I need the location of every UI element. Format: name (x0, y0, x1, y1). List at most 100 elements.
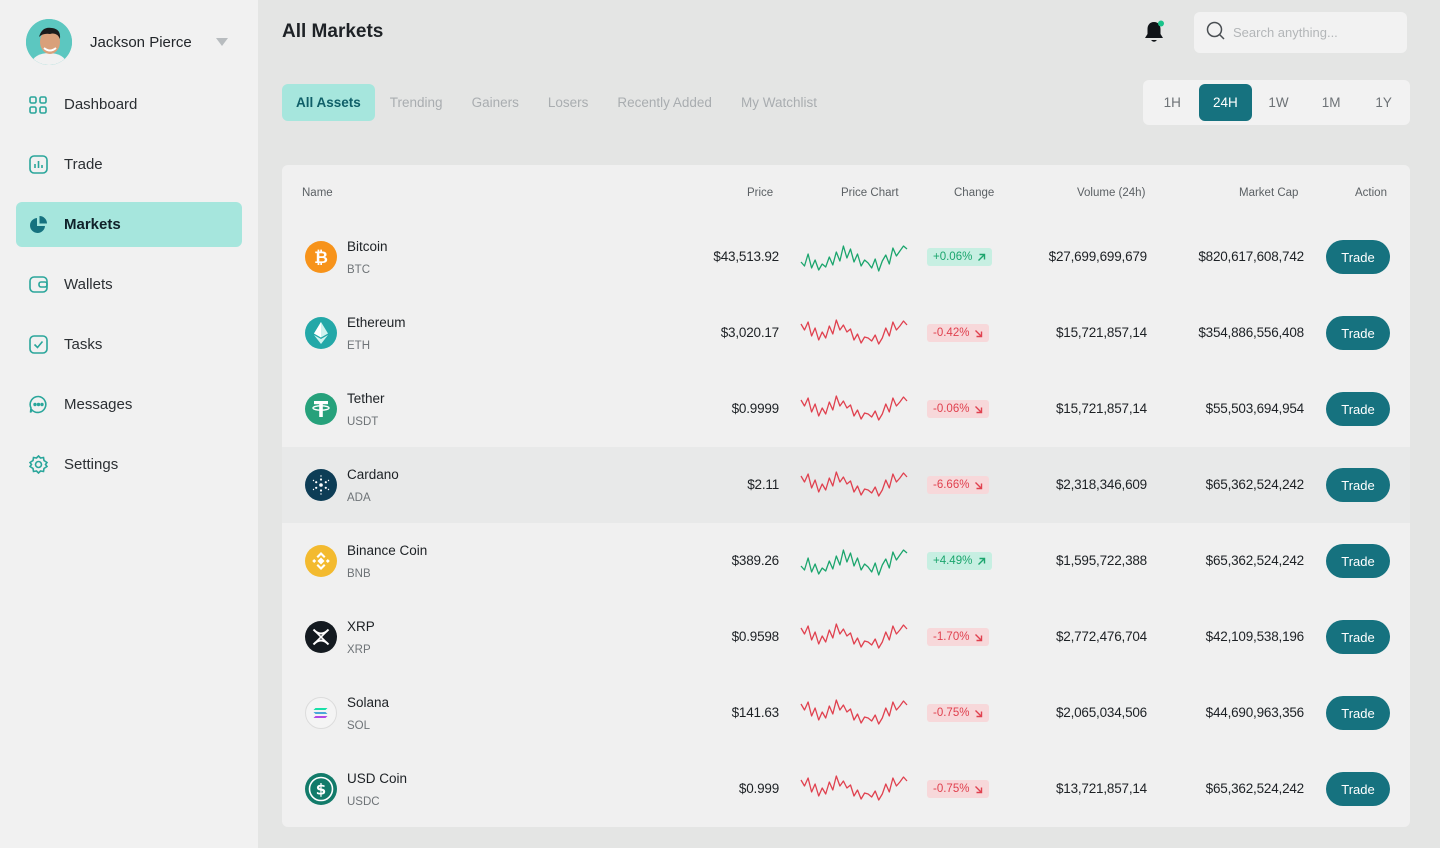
bell-icon[interactable] (1142, 19, 1166, 45)
trade-button[interactable]: Trade (1326, 544, 1390, 578)
coin-name: Binance Coin (347, 543, 428, 558)
sparkline-chart (800, 471, 908, 497)
sidebar-item-wallets[interactable]: Wallets (16, 262, 242, 307)
sparkline-chart (800, 319, 908, 345)
sidebar-item-messages[interactable]: Messages (16, 382, 242, 427)
tether-icon (305, 393, 337, 425)
coin-volume: $13,721,857,14 (1055, 781, 1147, 796)
arrow-down-right-icon (975, 633, 983, 641)
change-value: +0.06% (933, 251, 973, 263)
coin-volume: $2,772,476,704 (1055, 629, 1147, 644)
tab-trending[interactable]: Trending (389, 95, 443, 110)
table-row[interactable]: $ USD Coin USDC $0.999 -0.75% $13,721,85… (282, 751, 1410, 827)
sparkline-chart (800, 245, 908, 272)
coin-symbol: ETH (347, 340, 370, 352)
coin-price: $3,020.17 (720, 325, 779, 340)
coin-market-cap: $65,362,524,242 (1205, 553, 1305, 568)
chat-icon (28, 395, 48, 415)
table-row[interactable]: XRP XRP $0.9598 -1.70% $2,772,476,704 $4… (282, 599, 1410, 675)
coin-price: $2.11 (747, 477, 779, 492)
timeframe-selector: 1H 24H 1W 1M 1Y (1143, 80, 1410, 125)
change-badge: +0.06% (927, 248, 993, 266)
change-badge: +4.49% (927, 552, 993, 570)
search-bar[interactable] (1194, 12, 1407, 53)
column-header-change[interactable]: Change (954, 187, 995, 199)
tab-gainers[interactable]: Gainers (471, 95, 519, 110)
coin-market-cap: $820,617,608,742 (1198, 249, 1304, 264)
trade-button[interactable]: Trade (1326, 392, 1390, 426)
user-profile[interactable]: Jackson Pierce (26, 19, 232, 65)
coin-market-cap: $55,503,694,954 (1205, 401, 1305, 416)
sparkline-line (800, 319, 908, 345)
trade-button[interactable]: Trade (1326, 772, 1390, 806)
table-row[interactable]: ₿ Bitcoin BTC $43,513.92 +0.06% $27,699,… (282, 219, 1410, 295)
column-header-price[interactable]: Price (747, 187, 774, 199)
coin-symbol: ADA (347, 492, 371, 504)
user-name: Jackson Pierce (90, 33, 192, 51)
table-row[interactable]: Solana SOL $141.63 -0.75% $2,065,034,506… (282, 675, 1410, 751)
table-header: Name Price Price Chart Change Volume (24… (282, 165, 1410, 219)
table-row[interactable]: Cardano ADA $2.11 -6.66% $2,318,346,609 … (282, 447, 1410, 523)
column-header-name[interactable]: Name (302, 187, 333, 199)
sparkline-line (800, 775, 908, 801)
tab-recently-added[interactable]: Recently Added (617, 95, 712, 110)
coin-symbol: USDT (347, 416, 379, 428)
change-value: -0.42% (933, 327, 970, 339)
sidebar-item-settings[interactable]: Settings (16, 442, 242, 487)
cardano-icon (305, 469, 337, 501)
sidebar-item-label: Wallets (64, 276, 113, 293)
trade-button[interactable]: Trade (1326, 316, 1390, 350)
sidebar-item-markets[interactable]: Markets (16, 202, 242, 247)
sidebar-item-dashboard[interactable]: Dashboard (16, 82, 242, 127)
coin-symbol: SOL (347, 720, 371, 732)
coin-price: $0.9999 (731, 401, 780, 416)
column-header-market-cap[interactable]: Market Cap (1239, 187, 1299, 199)
coin-market-cap: $42,109,538,196 (1205, 629, 1305, 644)
coin-volume: $2,065,034,506 (1055, 705, 1147, 720)
ethereum-icon (305, 317, 337, 349)
timeframe-24h[interactable]: 24H (1198, 84, 1253, 121)
tab-losers[interactable]: Losers (547, 95, 589, 110)
timeframe-1h[interactable]: 1H (1163, 95, 1181, 110)
tab-all-assets[interactable]: All Assets (282, 84, 375, 121)
timeframe-1w[interactable]: 1W (1268, 95, 1289, 110)
sparkline-line (800, 549, 908, 576)
sidebar-item-label: Settings (64, 456, 119, 473)
avatar[interactable] (26, 19, 72, 65)
trade-button[interactable]: Trade (1326, 620, 1390, 654)
arrow-down-right-icon (975, 709, 983, 717)
coin-market-cap: $44,690,963,356 (1205, 705, 1305, 720)
coin-name: Solana (347, 695, 390, 710)
sidebar: Jackson Pierce Dashboard Trade (0, 0, 258, 848)
arrow-up-right-icon (978, 557, 986, 565)
table-row[interactable]: Binance Coin BNB $389.26 +4.49% $1,595,7… (282, 523, 1410, 599)
coin-market-cap: $65,362,524,242 (1205, 781, 1305, 796)
coin-name: XRP (347, 619, 375, 634)
trade-button[interactable]: Trade (1326, 240, 1390, 274)
page-title: All Markets (282, 21, 384, 42)
trade-button[interactable]: Trade (1326, 468, 1390, 502)
coin-name: USD Coin (347, 771, 408, 786)
trade-button[interactable]: Trade (1326, 696, 1390, 730)
change-value: -1.70% (933, 631, 970, 643)
tab-my-watchlist[interactable]: My Watchlist (740, 95, 817, 110)
sidebar-item-trade[interactable]: Trade (16, 142, 242, 187)
timeframe-1y[interactable]: 1Y (1375, 95, 1392, 110)
sparkline-line (800, 395, 908, 421)
table-row[interactable]: Ethereum ETH $3,020.17 -0.42% $15,721,85… (282, 295, 1410, 371)
arrow-down-right-icon (975, 481, 983, 489)
timeframe-1m[interactable]: 1M (1321, 95, 1341, 110)
sidebar-item-label: Markets (64, 216, 121, 233)
column-header-volume[interactable]: Volume (24h) (1077, 187, 1146, 199)
coin-market-cap: $65,362,524,242 (1205, 477, 1305, 492)
search-input[interactable] (1233, 25, 1393, 40)
grid-icon (28, 95, 48, 115)
pie-chart-icon (28, 215, 48, 235)
sidebar-item-tasks[interactable]: Tasks (16, 322, 242, 367)
chevron-down-icon[interactable] (216, 38, 228, 46)
change-badge: -0.75% (927, 704, 990, 722)
coin-volume: $15,721,857,14 (1055, 401, 1147, 416)
table-row[interactable]: Tether USDT $0.9999 -0.06% $15,721,857,1… (282, 371, 1410, 447)
change-value: +4.49% (933, 555, 973, 567)
change-badge: -0.75% (927, 780, 990, 798)
